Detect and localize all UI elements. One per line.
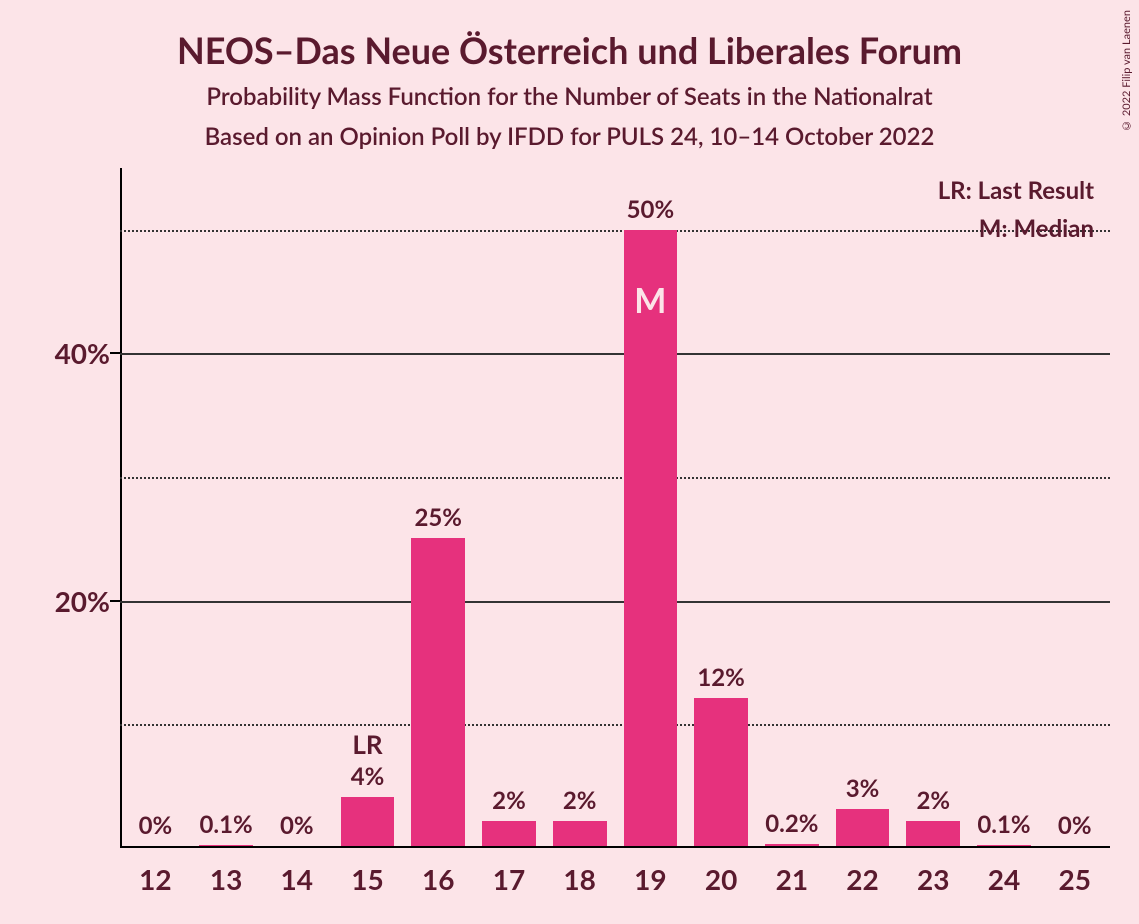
bar-slot: 0.1% <box>191 168 262 846</box>
bar-slot: 0% <box>120 168 191 846</box>
bar-value-label: 0.2% <box>765 809 818 838</box>
chart-subtitle-1: Probability Mass Function for the Number… <box>0 82 1139 111</box>
bar-slot: 0% <box>1039 168 1110 846</box>
bar-slot: 50% M <box>615 168 686 846</box>
x-axis <box>120 846 1110 848</box>
bar-value-label: 2% <box>563 786 597 815</box>
median-annotation: M <box>634 280 666 321</box>
x-axis-label: 19 <box>615 862 686 896</box>
bar-value-label: 0% <box>139 811 173 840</box>
x-axis-label: 18 <box>544 862 615 896</box>
x-axis-label: 15 <box>332 862 403 896</box>
bar-value-label: 2% <box>492 786 526 815</box>
x-axis-label: 13 <box>191 862 262 896</box>
x-axis-label: 14 <box>261 862 332 896</box>
y-axis-label: 20% <box>55 584 110 618</box>
bar-value-label: 4% <box>351 762 385 791</box>
bar-value-label: 2% <box>916 786 950 815</box>
bar <box>694 698 748 846</box>
bar-value-label: 0% <box>280 811 314 840</box>
chart-container: NEOS–Das Neue Österreich und Liberales F… <box>0 0 1139 924</box>
bar <box>977 845 1031 846</box>
x-axis-labels: 1213141516171819202122232425 <box>120 862 1110 896</box>
copyright-text: © 2022 Filip van Laenen <box>1120 10 1133 132</box>
bar-slot: 2% <box>474 168 545 846</box>
last-result-annotation: LR <box>352 728 382 760</box>
x-axis-label: 21 <box>756 862 827 896</box>
bar-value-label: 0.1% <box>199 810 252 839</box>
y-axis-label: 40% <box>55 336 110 370</box>
bar <box>765 844 819 846</box>
bar-slot: LR4% <box>332 168 403 846</box>
bar-value-label: 25% <box>414 503 462 532</box>
bar-value-label: 0.1% <box>977 810 1030 839</box>
bar-value-label: 50% <box>627 195 675 224</box>
bar-value-label: 0% <box>1058 811 1092 840</box>
x-axis-label: 22 <box>827 862 898 896</box>
bar-slot: 12% <box>686 168 757 846</box>
x-axis-label: 17 <box>474 862 545 896</box>
bar-value-label: 3% <box>846 774 880 803</box>
bar-slot: 3% <box>827 168 898 846</box>
bar-slot: 0.1% <box>969 168 1040 846</box>
bar <box>906 821 960 846</box>
x-axis-label: 20 <box>686 862 757 896</box>
y-tick <box>110 352 120 354</box>
y-tick <box>110 600 120 602</box>
bar-slot: 0% <box>261 168 332 846</box>
bar-slot: 2% <box>544 168 615 846</box>
bar <box>199 845 253 846</box>
bar: M <box>624 230 678 846</box>
bar-slot: 25% <box>403 168 474 846</box>
bar-slot: 0.2% <box>756 168 827 846</box>
x-axis-label: 23 <box>898 862 969 896</box>
bar <box>341 797 395 846</box>
x-axis-label: 12 <box>120 862 191 896</box>
bar-value-label: 12% <box>697 663 745 692</box>
x-axis-label: 24 <box>969 862 1040 896</box>
x-axis-label: 16 <box>403 862 474 896</box>
bar-slot: 2% <box>898 168 969 846</box>
bar <box>482 821 536 846</box>
x-axis-label: 25 <box>1039 862 1110 896</box>
bar <box>411 538 465 846</box>
bars-container: 0% 0.1% 0% LR4% 25% 2% 2% 50% M 12% 0.2% 3% 2% 0.1% 0% <box>120 168 1110 846</box>
chart-title: NEOS–Das Neue Österreich und Liberales F… <box>0 28 1139 72</box>
bar <box>836 809 890 846</box>
chart-subtitle-2: Based on an Opinion Poll by IFDD for PUL… <box>0 122 1139 151</box>
bar <box>553 821 607 846</box>
plot-area: 20%40% LR: Last Result M: Median 0%0.1%0… <box>120 168 1110 848</box>
